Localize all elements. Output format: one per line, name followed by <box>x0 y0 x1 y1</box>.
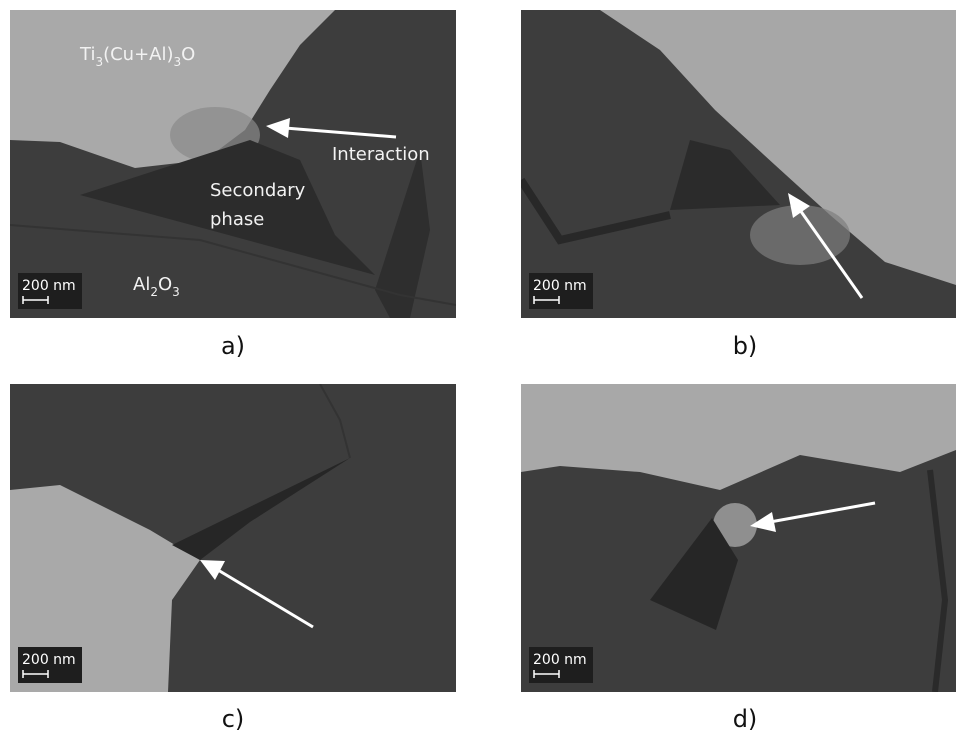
scale-bar: 200 nm <box>529 647 593 683</box>
scale-bar: 200 nm <box>529 273 593 309</box>
figure: Ti3(Cu+Al)3O Interaction Secondary phase… <box>0 0 956 733</box>
panel-label: b) <box>733 332 758 360</box>
secondary-label: phase <box>210 209 264 230</box>
secondary-label: Secondary <box>210 180 306 201</box>
scale-bar: 200 nm <box>18 273 82 309</box>
panel-label: c) <box>222 705 245 733</box>
panel-label: a) <box>221 332 245 360</box>
scale-bar-text: 200 nm <box>533 278 587 294</box>
scale-bar-text: 200 nm <box>22 652 76 668</box>
scale-bar: 200 nm <box>18 647 82 683</box>
micrograph-b <box>521 10 956 318</box>
arrow-label: Interaction <box>332 144 430 165</box>
scale-bar-text: 200 nm <box>533 652 587 668</box>
scale-bar-text: 200 nm <box>22 278 76 294</box>
micrograph-c <box>10 384 456 692</box>
micrograph-d <box>521 384 956 692</box>
panel-label: d) <box>733 705 758 733</box>
